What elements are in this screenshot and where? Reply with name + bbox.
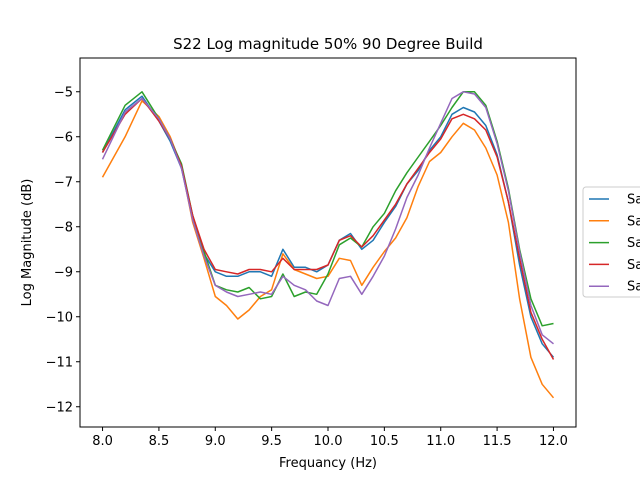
y-tick-label: −7 bbox=[54, 175, 73, 190]
series-line-4 bbox=[101, 97, 555, 360]
legend: Sa Sa Sa Sa Sa bbox=[582, 186, 640, 298]
x-tick-label: 11.0 bbox=[426, 434, 455, 449]
x-tick-label: 11.5 bbox=[483, 434, 512, 449]
y-axis: −12 −11 −10 −9 −8 −7 −6 −5 bbox=[46, 85, 80, 415]
x-axis: 8.0 8.5 9.0 9.5 10.0 10.5 11.0 11.5 12.0 bbox=[92, 427, 568, 449]
series-line-5 bbox=[101, 91, 554, 345]
y-tick-label: −6 bbox=[54, 130, 73, 145]
y-tick-label: −10 bbox=[46, 310, 73, 325]
x-tick-label: 9.0 bbox=[205, 434, 226, 449]
x-tick-label: 12.0 bbox=[539, 434, 568, 449]
legend-label: Sa bbox=[627, 193, 640, 208]
legend-label: Sa bbox=[627, 280, 640, 295]
x-tick-label: 10.0 bbox=[314, 434, 343, 449]
y-tick-label: −11 bbox=[46, 355, 73, 370]
y-axis-label: Log Magnitude (dB) bbox=[20, 179, 35, 307]
y-tick-label: −9 bbox=[54, 265, 73, 280]
plot-series-group bbox=[101, 91, 555, 399]
x-tick-label: 9.5 bbox=[261, 434, 282, 449]
x-axis-label: Frequancy (Hz) bbox=[279, 456, 377, 471]
chart-title: S22 Log magnitude 50% 90 Degree Build bbox=[173, 35, 483, 53]
x-tick-label: 8.0 bbox=[92, 434, 113, 449]
y-tick-label: −8 bbox=[54, 220, 73, 235]
legend-box bbox=[582, 186, 640, 298]
y-tick-label: −12 bbox=[46, 400, 73, 415]
legend-label: Sa bbox=[627, 236, 640, 251]
legend-label: Sa bbox=[627, 214, 640, 229]
x-tick-label: 8.5 bbox=[149, 434, 170, 449]
y-tick-label: −5 bbox=[54, 85, 73, 100]
x-tick-label: 10.5 bbox=[370, 434, 399, 449]
legend-label: Sa bbox=[627, 258, 640, 273]
